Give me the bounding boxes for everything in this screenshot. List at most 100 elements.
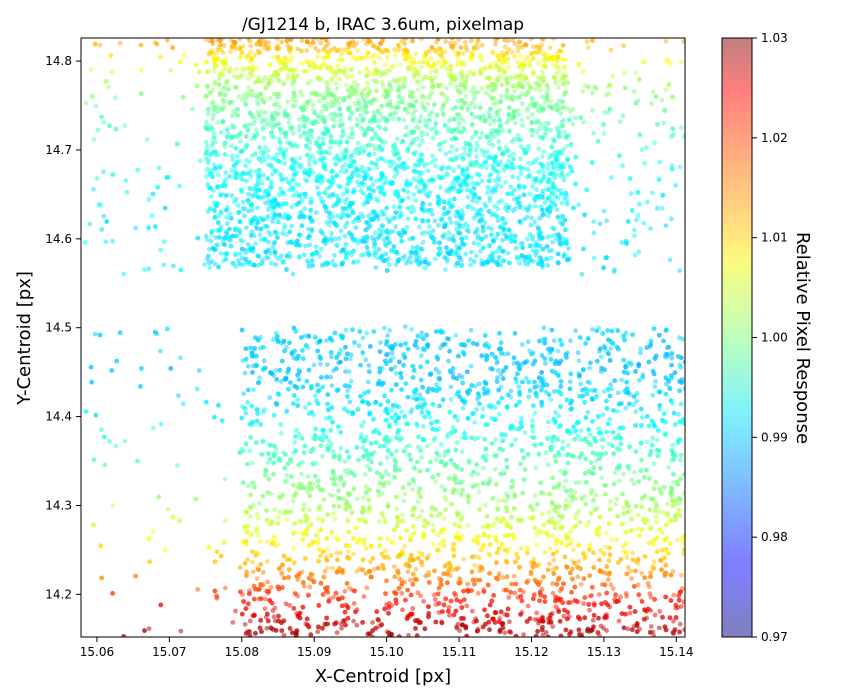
scatter-point xyxy=(581,246,586,252)
scatter-point xyxy=(662,108,668,113)
scatter-point xyxy=(597,221,603,227)
scatter-point xyxy=(438,52,444,58)
scatter-point xyxy=(408,260,414,265)
scatter-point xyxy=(276,78,282,83)
scatter-point xyxy=(207,51,212,57)
scatter-point xyxy=(333,139,339,145)
scatter-point xyxy=(344,139,350,145)
scatter-point xyxy=(460,168,466,173)
scatter-point xyxy=(338,169,344,175)
scatter-point xyxy=(366,125,371,131)
scatter-point xyxy=(403,57,408,62)
scatter-point xyxy=(409,204,415,210)
scatter-point xyxy=(416,125,422,131)
scatter-point xyxy=(366,85,371,91)
scatter-point xyxy=(312,45,318,51)
scatter-point xyxy=(468,162,473,168)
scatter-point xyxy=(385,89,391,95)
scatter-point xyxy=(360,118,365,124)
scatter-point xyxy=(571,205,576,211)
scatter-point xyxy=(280,230,285,236)
scatter-point xyxy=(453,105,459,110)
scatter-point xyxy=(444,245,449,251)
scatter-point xyxy=(358,125,364,131)
scatter-point xyxy=(476,241,482,247)
scatter-point xyxy=(560,221,565,227)
scatter-point xyxy=(528,222,534,228)
scatter-point xyxy=(95,127,101,133)
scatter-point xyxy=(545,262,551,268)
scatter-point xyxy=(496,177,502,183)
scatter-point xyxy=(124,189,130,195)
scatter-point xyxy=(313,210,319,216)
scatter-point xyxy=(395,189,400,195)
scatter-point xyxy=(495,231,501,237)
scatter-point xyxy=(272,250,278,255)
scatter-point xyxy=(546,187,552,193)
scatter-point xyxy=(485,190,490,196)
scatter-point xyxy=(487,65,493,71)
scatter-point xyxy=(678,125,684,131)
scatter-point xyxy=(358,55,363,61)
scatter-point xyxy=(554,125,560,131)
scatter-point xyxy=(473,147,479,153)
scatter-point xyxy=(595,138,601,144)
scatter-point xyxy=(678,59,684,65)
scatter-point xyxy=(372,151,377,157)
scatter-point xyxy=(527,232,533,237)
scatter-point xyxy=(468,257,473,262)
scatter-point xyxy=(372,146,378,152)
scatter-point xyxy=(486,141,492,146)
scatter-point xyxy=(366,186,372,192)
scatter-point xyxy=(479,42,485,48)
scatter-point xyxy=(520,245,526,251)
scatter-point xyxy=(644,199,650,205)
scatter-point xyxy=(446,209,451,215)
scatter-point xyxy=(417,158,423,163)
scatter-point xyxy=(304,143,309,149)
scatter-point xyxy=(345,189,350,195)
scatter-point xyxy=(591,230,597,236)
scatter-point xyxy=(292,75,298,80)
scatter-point xyxy=(608,47,614,53)
scatter-point xyxy=(261,99,267,105)
scatter-point xyxy=(462,145,467,151)
scatter-point xyxy=(338,117,343,123)
scatter-point xyxy=(432,47,438,53)
scatter-point xyxy=(298,89,303,94)
scatter-point xyxy=(347,50,353,56)
scatter-point xyxy=(277,60,283,65)
scatter-point xyxy=(525,89,531,95)
scatter-point xyxy=(229,135,234,141)
scatter-point xyxy=(259,119,265,125)
scatter-point xyxy=(551,38,556,41)
scatter-point xyxy=(319,174,325,180)
scatter-point xyxy=(307,78,313,84)
scatter-point xyxy=(260,194,266,200)
scatter-point xyxy=(469,53,475,59)
scatter-point xyxy=(458,115,464,121)
scatter-point xyxy=(622,85,628,91)
scatter-point xyxy=(413,249,419,255)
scatter-point xyxy=(203,93,209,99)
scatter-point xyxy=(103,239,109,245)
scatter-point xyxy=(437,240,442,246)
scatter-point xyxy=(510,174,515,180)
scatter-point xyxy=(660,192,666,198)
scatter-point xyxy=(272,54,277,60)
scatter-point xyxy=(367,39,373,44)
scatter-point xyxy=(318,157,323,163)
scatter-point xyxy=(216,264,222,270)
scatter-point xyxy=(500,151,506,157)
scatter-point xyxy=(297,232,302,238)
scatter-point xyxy=(302,206,307,212)
scatter-point xyxy=(551,138,557,144)
scatter-point xyxy=(381,258,386,264)
scatter-point xyxy=(533,240,539,245)
scatter-point xyxy=(248,43,254,49)
scatter-point xyxy=(512,88,517,94)
scatter-point xyxy=(478,54,483,59)
scatter-point xyxy=(497,224,503,230)
scatter-point xyxy=(637,132,643,138)
scatter-point xyxy=(667,257,673,263)
